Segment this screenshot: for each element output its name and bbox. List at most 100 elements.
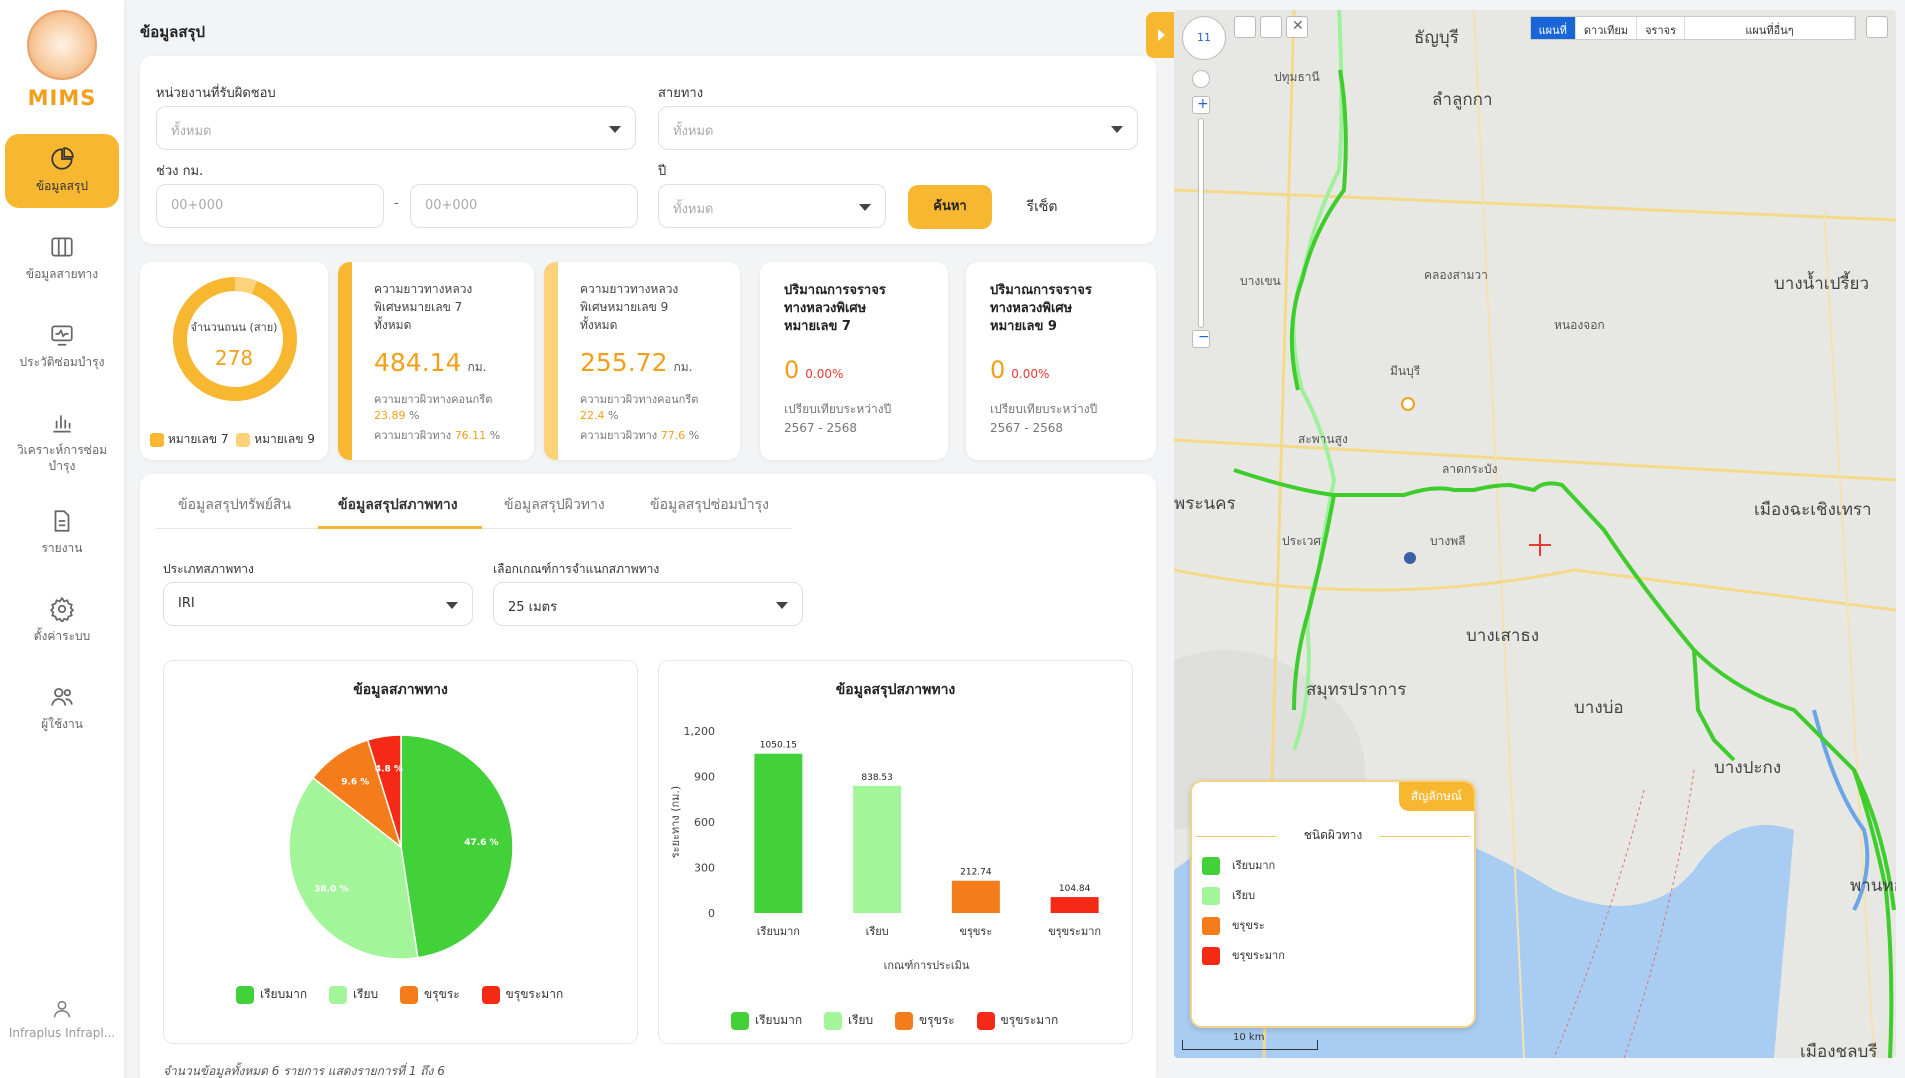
bar[interactable]: [853, 785, 902, 913]
map-pan-control[interactable]: 11: [1182, 16, 1226, 60]
km-from-placeholder: 00+000: [171, 198, 224, 213]
title-line: ทางหลวงพิเศษ: [784, 301, 867, 316]
place-label: ลาดกระบัง: [1442, 462, 1498, 476]
sidebar-item-summary[interactable]: ข้อมูลสรุป: [5, 134, 119, 208]
pie-chart-icon: [51, 147, 74, 170]
label-line: ทั้งหมด: [580, 318, 618, 332]
users-icon: [51, 688, 73, 706]
criteria-select[interactable]: 25 เมตร: [493, 582, 803, 626]
legend-swatch: [894, 1011, 913, 1030]
route-select[interactable]: ทั้งหมด: [658, 106, 1138, 150]
road-count-legend: หมายเลข 7 หมายเลข 9: [150, 430, 315, 449]
bar-value-label: 1050.15: [760, 741, 797, 751]
fullscreen-icon[interactable]: [1866, 16, 1888, 38]
zoom-slider[interactable]: [1198, 118, 1204, 328]
tab-assets[interactable]: ข้อมูลสรุปทรัพย์สิน: [178, 497, 292, 513]
asphalt-value: 77.6: [660, 429, 686, 442]
place-label: บางปะกง: [1714, 758, 1782, 778]
y-tick-label: 600: [694, 816, 715, 829]
legend-label: เรียบ: [352, 987, 379, 1001]
y-axis-label: ระยะทาง (กม.): [669, 786, 682, 858]
bar[interactable]: [1050, 897, 1099, 913]
map-legend-item: ขรุขระ: [1202, 916, 1265, 935]
legend-swatch: [481, 985, 500, 1004]
reset-button[interactable]: รีเซ็ต: [1026, 199, 1058, 215]
condition-type-select[interactable]: IRI: [163, 582, 473, 626]
user-name: Infraplus Infrapl...: [8, 1026, 116, 1040]
map-tab-map[interactable]: แผนที่: [1530, 17, 1576, 39]
search-button[interactable]: ค้นหา: [908, 185, 992, 229]
map-legend-item: เรียบมาก: [1202, 856, 1275, 875]
year-select[interactable]: ทั้งหมด: [658, 184, 886, 228]
map-view[interactable]: 11 ✕ + − แผนที่ ดาวเทียม จราจร แผนที่อื่…: [1174, 10, 1896, 1058]
map-collapse-button[interactable]: [1146, 12, 1176, 58]
value: 484.14: [374, 348, 462, 377]
legend-label: เรียบมาก: [1232, 859, 1276, 872]
mims-logo: [27, 10, 97, 80]
agency-label: หน่วยงานที่รับผิดชอบ: [156, 86, 276, 101]
legend-label: ขรุขระ: [1232, 919, 1265, 932]
legend-label: เรียบมาก: [260, 987, 308, 1001]
bar[interactable]: [951, 880, 1000, 913]
legend-label: ขรุขระ: [423, 987, 460, 1001]
place-label: พระนคร: [1174, 494, 1236, 514]
legend-label: ขรุขระมาก: [505, 987, 564, 1001]
zoom-in-button[interactable]: +: [1192, 96, 1210, 114]
pie-slice[interactable]: [288, 776, 419, 960]
title-line: หมายเลข 7: [784, 319, 851, 334]
sidebar-item-routes[interactable]: ข้อมูลสายทาง: [5, 222, 119, 296]
sidebar-item-users[interactable]: ผู้ใช้งาน: [5, 672, 119, 746]
zoom-out-button[interactable]: −: [1192, 329, 1210, 348]
y-tick-label: 0: [708, 907, 715, 920]
concrete-value: 23.89: [374, 409, 406, 422]
street-view-icon[interactable]: [1192, 70, 1210, 88]
label-line: พิเศษหมายเลข 7: [374, 300, 463, 314]
agency-select[interactable]: ทั้งหมด: [156, 106, 636, 150]
tab-road-condition[interactable]: ข้อมูลสรุปสภาพทาง: [338, 497, 458, 513]
pct-sign: %: [688, 429, 700, 442]
value: 0: [784, 356, 800, 384]
clear-measure-icon[interactable]: ✕: [1286, 16, 1308, 38]
place-label: พานทอง: [1850, 876, 1896, 896]
unit: กม.: [673, 360, 693, 374]
document-icon: [54, 510, 70, 532]
sidebar-item-reports[interactable]: รายงาน: [5, 496, 119, 570]
km-range-dash: -: [394, 196, 399, 211]
pie-slice[interactable]: [366, 734, 402, 848]
map-legend-title: ชนิดผิวทาง: [1303, 828, 1363, 842]
sidebar-item-maintenance-history[interactable]: ประวัติซ่อมบำรุง: [5, 310, 119, 384]
place-label: ธัญบุรี: [1414, 28, 1459, 48]
map-tab-traffic[interactable]: จราจร: [1637, 17, 1685, 39]
map-tab-satellite[interactable]: ดาวเทียม: [1576, 17, 1638, 39]
place-label: สะพานสูง: [1298, 432, 1348, 446]
tab-surface[interactable]: ข้อมูลสรุปผิวทาง: [504, 497, 605, 513]
km-to-input[interactable]: 00+000: [410, 184, 638, 228]
pie-slice[interactable]: [400, 734, 514, 959]
road-count-label: จำนวนถนน (สาย): [190, 321, 278, 334]
sidebar-item-analysis[interactable]: วิเคราะห์การซ่อมบำรุง: [5, 398, 119, 486]
m7-asphalt: ความยาวผิวทาง 76.11 %: [374, 428, 524, 444]
sidebar-item-settings[interactable]: ตั้งค่าระบบ: [5, 584, 119, 658]
measure-area-icon[interactable]: [1260, 16, 1282, 38]
bar[interactable]: [754, 753, 803, 913]
pie-slice-label: 47.6 %: [464, 838, 498, 848]
sidebar-item-label: ตั้งค่าระบบ: [33, 629, 91, 643]
km-from-input[interactable]: 00+000: [156, 184, 384, 228]
user-profile[interactable]: Infraplus Infrapl...: [0, 998, 124, 1040]
measure-distance-icon[interactable]: [1234, 16, 1256, 38]
m7-length-card: ความยาวทางหลวง พิเศษหมายเลข 7 ทั้งหมด 48…: [338, 262, 534, 460]
year-select-value: ทั้งหมด: [673, 202, 714, 217]
road-count-donut: [173, 277, 297, 401]
chevron-down-icon: [446, 602, 458, 609]
place-label: บางบ่อ: [1574, 698, 1624, 718]
tab-maintenance[interactable]: ข้อมูลสรุปซ่อมบำรุง: [650, 497, 769, 513]
traffic-m9-title: ปริมาณการจราจร ทางหลวงพิเศษ หมายเลข 9: [990, 282, 1140, 336]
map-layer-select[interactable]: แผนที่อื่นๆ: [1685, 17, 1855, 39]
chevron-down-icon: [1111, 126, 1123, 133]
traffic-m7-title: ปริมาณการจราจร ทางหลวงพิเศษ หมายเลข 7: [784, 282, 934, 336]
zoom-level: 11: [1197, 31, 1211, 44]
monitor-pulse-icon: [51, 325, 73, 346]
km-range-label: ช่วง กม.: [156, 164, 204, 179]
